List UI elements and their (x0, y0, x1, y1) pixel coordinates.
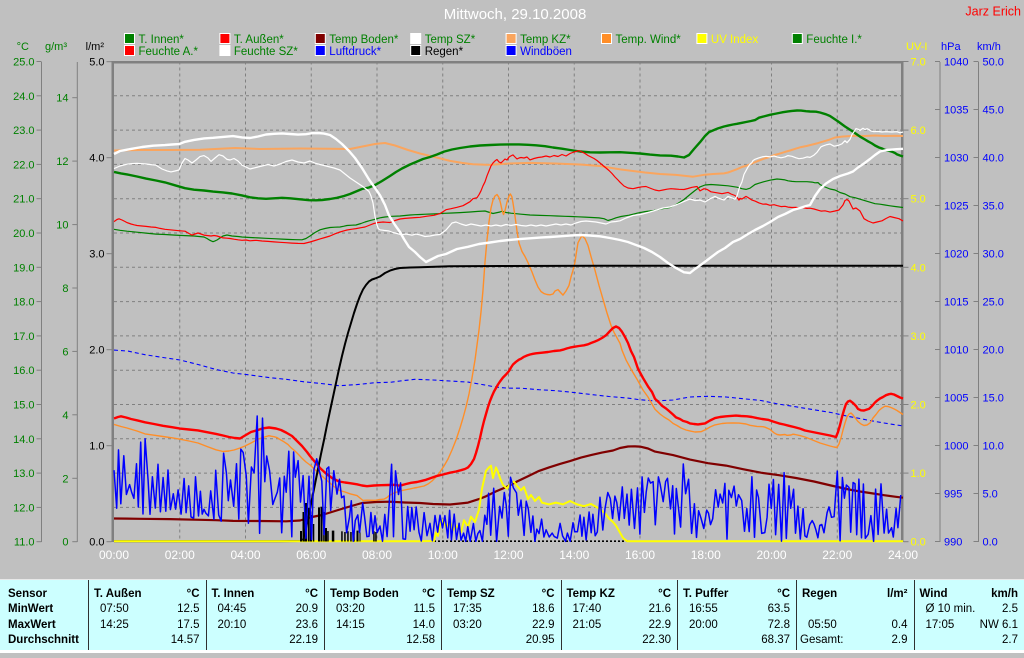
svg-text:4.0: 4.0 (911, 262, 926, 274)
svg-text:25.0: 25.0 (983, 297, 1004, 309)
svg-text:4.0: 4.0 (89, 153, 104, 165)
svg-text:12: 12 (56, 156, 68, 168)
svg-text:1015: 1015 (944, 297, 968, 309)
svg-text:1.0: 1.0 (911, 468, 926, 480)
svg-text:1025: 1025 (944, 201, 968, 213)
svg-text:6.0: 6.0 (911, 125, 926, 137)
svg-text:1010: 1010 (944, 345, 968, 357)
svg-text:Windböen: Windböen (520, 46, 572, 58)
svg-text:23.0: 23.0 (13, 125, 34, 137)
svg-text:Jarz Erich: Jarz Erich (965, 5, 1021, 19)
svg-text:l/m²: l/m² (86, 41, 105, 53)
svg-text:35.0: 35.0 (983, 201, 1004, 213)
svg-text:19.0: 19.0 (13, 262, 34, 274)
svg-text:20:00: 20:00 (756, 548, 786, 562)
svg-text:1040: 1040 (944, 57, 968, 69)
svg-text:22:00: 22:00 (822, 548, 852, 562)
svg-text:40.0: 40.0 (983, 153, 1004, 165)
svg-text:16:00: 16:00 (625, 548, 655, 562)
svg-text:13.0: 13.0 (13, 468, 34, 480)
svg-text:UV Index: UV Index (711, 34, 759, 46)
svg-text:15.0: 15.0 (983, 393, 1004, 405)
svg-text:20.0: 20.0 (983, 345, 1004, 357)
svg-text:7.0: 7.0 (911, 57, 926, 69)
svg-text:Temp Boden*: Temp Boden* (329, 34, 399, 46)
svg-text:g/m³: g/m³ (45, 41, 67, 53)
svg-text:Regen*: Regen* (425, 46, 464, 58)
svg-text:10:00: 10:00 (428, 548, 458, 562)
svg-text:0.0: 0.0 (89, 537, 104, 549)
svg-text:14:00: 14:00 (559, 548, 589, 562)
svg-text:30.0: 30.0 (983, 249, 1004, 261)
svg-text:km/h: km/h (977, 41, 1001, 53)
svg-text:Mittwoch, 29.10.2008: Mittwoch, 29.10.2008 (444, 6, 587, 23)
svg-text:5.0: 5.0 (983, 489, 998, 501)
svg-text:1020: 1020 (944, 249, 968, 261)
svg-text:04:00: 04:00 (230, 548, 260, 562)
svg-text:11.0: 11.0 (14, 537, 35, 549)
svg-text:10.0: 10.0 (983, 441, 1004, 453)
svg-text:Feuchte A.*: Feuchte A.* (139, 46, 199, 58)
svg-text:Temp SZ*: Temp SZ* (425, 34, 476, 46)
svg-text:0.0: 0.0 (911, 537, 926, 549)
svg-text:°C: °C (17, 41, 29, 53)
svg-text:1000: 1000 (944, 441, 968, 453)
svg-text:06:00: 06:00 (296, 548, 326, 562)
svg-text:10: 10 (56, 220, 68, 232)
svg-text:17.0: 17.0 (13, 331, 34, 343)
svg-text:1035: 1035 (944, 105, 968, 117)
svg-text:3.0: 3.0 (911, 331, 926, 343)
svg-text:12:00: 12:00 (493, 548, 523, 562)
svg-text:Feuchte I.*: Feuchte I.* (806, 34, 862, 46)
svg-text:15.0: 15.0 (13, 400, 34, 412)
svg-text:hPa: hPa (941, 41, 961, 53)
svg-text:50.0: 50.0 (983, 57, 1004, 69)
svg-text:T. Innen*: T. Innen* (139, 34, 185, 46)
svg-text:995: 995 (944, 489, 962, 501)
svg-text:6: 6 (62, 346, 68, 358)
svg-text:0.0: 0.0 (983, 537, 998, 549)
svg-text:02:00: 02:00 (165, 548, 195, 562)
svg-text:T. Außen*: T. Außen* (234, 34, 284, 46)
svg-text:24.0: 24.0 (13, 91, 34, 103)
svg-text:Luftdruck*: Luftdruck* (329, 46, 381, 58)
svg-text:1030: 1030 (944, 153, 968, 165)
svg-text:Temp KZ*: Temp KZ* (520, 34, 571, 46)
svg-text:45.0: 45.0 (983, 105, 1004, 117)
svg-text:0: 0 (62, 537, 68, 549)
svg-text:08:00: 08:00 (362, 548, 392, 562)
svg-text:18:00: 18:00 (691, 548, 721, 562)
svg-text:4: 4 (62, 410, 68, 422)
svg-text:20.0: 20.0 (13, 228, 34, 240)
svg-text:24:00: 24:00 (888, 548, 918, 562)
svg-text:12.0: 12.0 (13, 502, 34, 514)
svg-text:21.0: 21.0 (13, 194, 34, 206)
svg-text:1005: 1005 (944, 393, 968, 405)
svg-text:14: 14 (56, 93, 68, 105)
svg-text:5.0: 5.0 (89, 57, 104, 69)
svg-text:2.0: 2.0 (911, 400, 926, 412)
svg-text:Temp. Wind*: Temp. Wind* (616, 34, 682, 46)
svg-text:16.0: 16.0 (13, 365, 34, 377)
svg-text:18.0: 18.0 (13, 297, 34, 309)
svg-text:5.0: 5.0 (911, 194, 926, 206)
svg-text:990: 990 (944, 537, 962, 549)
svg-text:22.0: 22.0 (13, 159, 34, 171)
svg-text:1.0: 1.0 (89, 441, 104, 453)
svg-text:UV-I: UV-I (906, 41, 927, 53)
svg-text:25.0: 25.0 (13, 57, 34, 69)
svg-text:3.0: 3.0 (89, 249, 104, 261)
svg-text:2.0: 2.0 (89, 345, 104, 357)
svg-text:8: 8 (62, 283, 68, 295)
svg-text:00:00: 00:00 (99, 548, 129, 562)
svg-text:14.0: 14.0 (13, 434, 34, 446)
svg-text:Feuchte SZ*: Feuchte SZ* (234, 46, 298, 58)
svg-text:2: 2 (62, 473, 68, 485)
